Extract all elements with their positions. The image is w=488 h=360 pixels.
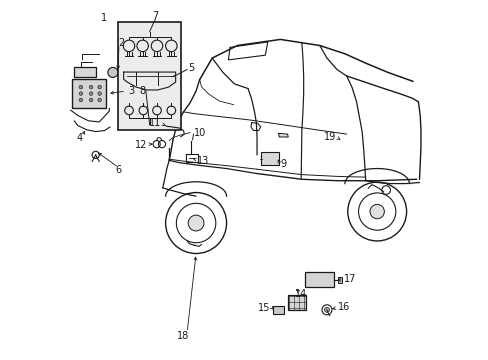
Bar [118,22,181,130]
Text: 12: 12 [135,140,147,150]
Text: 2: 2 [119,38,125,48]
Circle shape [79,98,82,102]
Bar [287,295,305,310]
Circle shape [89,92,93,95]
Text: 5: 5 [187,63,194,73]
Circle shape [98,98,101,102]
Text: 1: 1 [101,13,107,23]
Circle shape [98,92,101,95]
Text: 17: 17 [344,274,356,284]
Bar [304,272,333,287]
Circle shape [89,85,93,89]
Circle shape [369,204,384,219]
Circle shape [79,92,82,95]
Bar [337,277,341,283]
Circle shape [98,85,101,89]
Text: 9: 9 [280,159,286,169]
Polygon shape [278,134,287,137]
FancyBboxPatch shape [273,306,283,314]
Circle shape [324,307,329,312]
Bar [72,79,106,108]
Text: 19: 19 [323,132,335,142]
Text: 6: 6 [115,165,121,175]
Circle shape [89,98,93,102]
Text: 3: 3 [128,86,134,96]
Text: 11: 11 [149,118,161,128]
Text: 4: 4 [76,133,82,143]
Circle shape [108,67,118,77]
Circle shape [188,215,203,231]
Circle shape [79,85,82,89]
Text: 18: 18 [177,331,189,341]
Text: 14: 14 [294,289,306,299]
FancyBboxPatch shape [261,152,278,165]
Text: 8: 8 [139,86,145,96]
Text: 13: 13 [197,156,209,166]
Text: 10: 10 [194,129,206,138]
Text: 16: 16 [337,302,349,312]
Text: 15: 15 [257,303,270,313]
Text: 7: 7 [152,11,159,21]
Bar [74,67,96,77]
